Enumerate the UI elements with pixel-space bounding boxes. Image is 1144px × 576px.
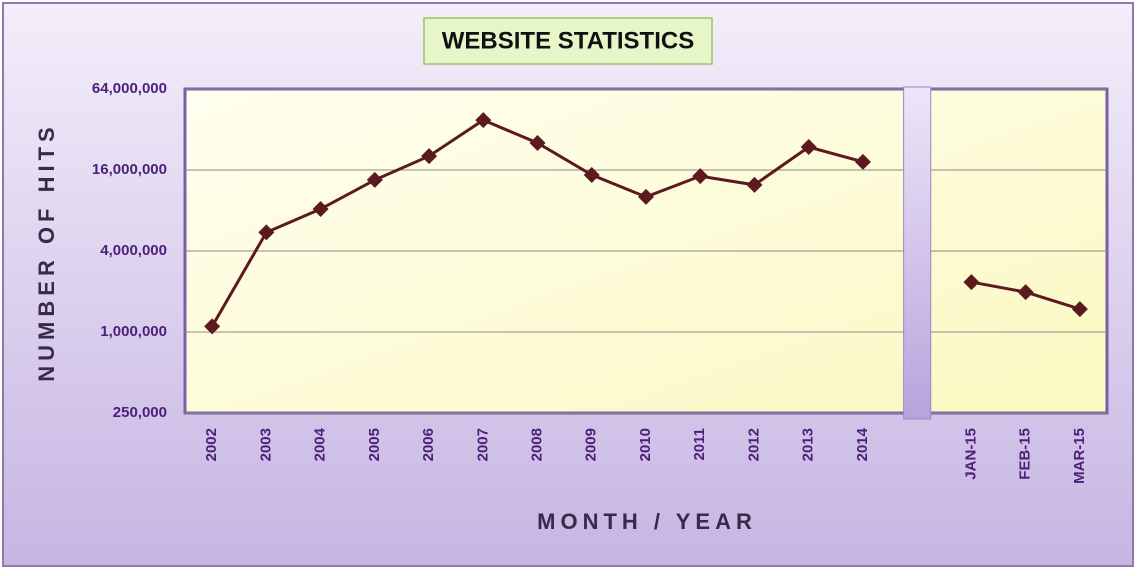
data-point	[529, 134, 546, 151]
y-tick-label: 4,000,000	[100, 242, 167, 259]
y-tick-label: 1,000,000	[100, 323, 167, 340]
x-tick-label: JAN-15	[962, 428, 979, 480]
data-point	[475, 112, 492, 129]
chart-title: WEBSITE STATISTICS	[442, 27, 694, 54]
x-tick-label: 2011	[691, 428, 708, 461]
x-tick-label: 2007	[474, 428, 491, 461]
x-tick-label: 2014	[854, 427, 871, 461]
data-point	[1071, 301, 1088, 318]
data-point	[204, 318, 221, 335]
y-tick-label: 250,000	[113, 404, 167, 421]
x-tick-label: FEB-15	[1017, 428, 1034, 480]
x-tick-label: 2012	[745, 428, 762, 461]
data-point	[638, 188, 654, 205]
x-tick-label: MAR-15	[1071, 428, 1088, 484]
x-tick-label: 2005	[366, 428, 383, 461]
data-point	[421, 148, 438, 165]
data-point	[1017, 284, 1034, 301]
data-point	[800, 139, 817, 156]
y-tick-label: 16,000,000	[92, 161, 167, 178]
x-tick-label: 2004	[312, 427, 329, 461]
x-tick-label: 2010	[637, 428, 654, 461]
data-point	[366, 171, 383, 188]
y-axis-title: NUMBER OF HITS	[34, 122, 59, 381]
data-point	[258, 224, 275, 241]
data-point	[692, 168, 709, 185]
data-point	[746, 176, 763, 193]
y-tick-label: 64,000,000	[92, 80, 167, 97]
x-tick-label: 2013	[800, 428, 817, 461]
x-tick-label: 2003	[257, 428, 274, 461]
x-tick-label: 2006	[420, 428, 437, 461]
data-point	[854, 153, 871, 170]
x-tick-label: 2008	[528, 428, 545, 461]
data-point	[583, 166, 600, 183]
separator	[903, 86, 932, 420]
data-point	[963, 274, 980, 291]
x-tick-label: 2002	[203, 428, 220, 461]
data-point	[312, 201, 329, 218]
x-tick-label: 2009	[583, 428, 600, 461]
title-box	[423, 17, 713, 65]
x-axis-title: MONTH / YEAR	[537, 509, 757, 534]
